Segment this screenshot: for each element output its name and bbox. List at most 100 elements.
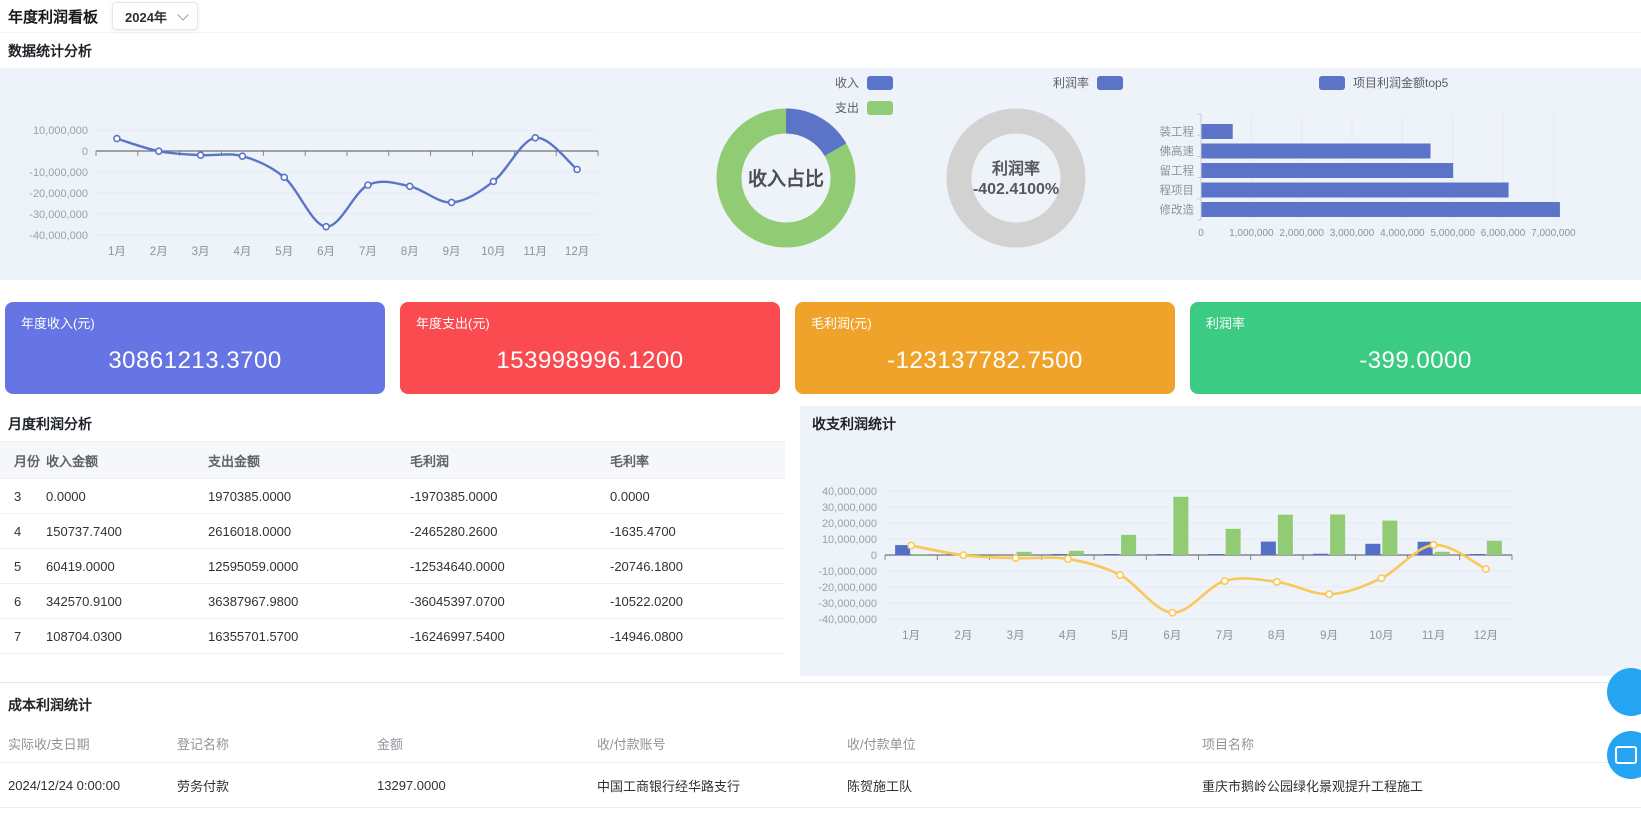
legend-label: 项目利润金额top5 (1353, 76, 1449, 90)
legend-label: 收入 (834, 76, 859, 90)
section-title-flow: 收支利润统计 (812, 416, 896, 432)
svg-text:6月: 6月 (1163, 630, 1181, 642)
table-cell: 陈贺施工队 (847, 762, 1202, 808)
table-row: 5 60419.0000 12595059.0000 -12534640.0000 -2… (0, 548, 785, 584)
project-top5-bar-chart[interactable]: 0 1,000,000 2,000,000 3,000,000 4,000,000 5,0… (1151, 68, 1621, 280)
svg-text:0: 0 (82, 146, 88, 158)
kpi-value: 30861213.3700 (108, 347, 282, 374)
table-cell: 支出金额 (208, 441, 410, 479)
table-cell: -1635.4700 (610, 513, 785, 549)
table-cell: -12534640.0000 (410, 548, 610, 584)
year-select[interactable]: 2024年 (112, 2, 198, 30)
kpi-card-profit-rate: 利润率 -399.0000 (1190, 302, 1641, 394)
table-row: 2024/12/24 0:00:00 劳务付款 13297.0000 中国工商银行经华… (0, 762, 1641, 808)
table-cell: 2024/12/24 0:00:00 (0, 762, 177, 808)
table-cell: 0.0000 (46, 478, 208, 514)
svg-text:4月: 4月 (1059, 630, 1077, 642)
legend-item-top5[interactable]: 项目利润金额top5 (1319, 74, 1448, 91)
section-title-cost: 成本利润统计 (8, 697, 92, 713)
svg-text:佛高速: 佛高速 (1160, 144, 1195, 158)
svg-text:6,000,000: 6,000,000 (1481, 228, 1526, 239)
cost-profit-section: 成本利润统计 实际收/支日期 登记名称 金额 收/付款账号 收/付款单位 项目名称 202… (0, 682, 1641, 808)
table-row: 7 108704.0300 16355701.5700 -16246997.5400-… (0, 618, 785, 654)
svg-text:收入占比: 收入占比 (748, 167, 824, 190)
svg-text:利润率: 利润率 (992, 159, 1040, 178)
table-cell: 5 (0, 548, 46, 584)
svg-text:1月: 1月 (108, 246, 126, 258)
svg-text:-30,000,000: -30,000,000 (29, 209, 88, 221)
svg-text:修改造: 修改造 (1160, 203, 1195, 217)
table-header-row: 实际收/支日期 登记名称 金额 收/付款账号 收/付款单位 项目名称 (0, 724, 1641, 763)
legend-item-profit-rate[interactable]: 利润率 (1053, 74, 1123, 91)
svg-text:4,000,000: 4,000,000 (1380, 228, 1425, 239)
kpi-label: 年度支出(元) (416, 316, 490, 331)
svg-text:2,000,000: 2,000,000 (1279, 228, 1324, 239)
kpi-value: -123137782.7500 (887, 347, 1083, 374)
kpi-card-annual-income: 年度收入(元) 30861213.3700 (5, 302, 385, 394)
legend-swatch (1319, 75, 1345, 90)
table-cell: 收/付款单位 (847, 724, 1202, 763)
section-title-monthly: 月度利润分析 (8, 416, 92, 432)
year-select-value: 2024年 (125, 9, 167, 25)
table-cell: 13297.0000 (377, 762, 597, 808)
svg-text:5月: 5月 (1111, 630, 1129, 642)
svg-text:装工程: 装工程 (1160, 126, 1195, 139)
income-expense-profit-chart[interactable]: 40,000,000 30,000,000 20,000,000 10,000,000… (800, 453, 1635, 658)
chevron-down-icon (177, 9, 189, 21)
stats-charts-row: 10,000,000 0 -10,000,000 -20,000,000 -30,000… (0, 68, 1641, 280)
svg-text:-20,000,000: -20,000,000 (818, 582, 877, 594)
flow-stats-panel: 收支利润统计 40,000,000 30,000,000 20,000,000 10,… (800, 406, 1641, 676)
svg-text:9月: 9月 (1320, 630, 1338, 642)
window-icon (1615, 746, 1637, 764)
table-cell: -20746.1800 (610, 548, 785, 584)
legend-label: 利润率 (1052, 76, 1089, 90)
float-button-top[interactable] (1607, 668, 1641, 716)
svg-text:留工程: 留工程 (1160, 165, 1195, 178)
table-cell: 3 (0, 478, 46, 514)
table-cell: 2616018.0000 (208, 513, 410, 549)
table-cell: 重庆市鹅岭公园绿化景观提升工程施工 (1202, 762, 1641, 808)
svg-text:2月: 2月 (954, 630, 972, 642)
svg-text:11月: 11月 (524, 246, 547, 258)
legend-item-income[interactable]: 收入 (835, 74, 893, 91)
table-cell: 1970385.0000 (208, 478, 410, 514)
legend-item-expense[interactable]: 支出 (835, 99, 893, 116)
income-share-donut-chart[interactable]: 收入占比 (646, 68, 901, 280)
svg-text:9月: 9月 (443, 246, 461, 258)
monthly-profit-table-scroll[interactable]: 月份 收入金额 支出金额 毛利润 毛利率 3 0.0000 1970385.0000 -197… (0, 441, 785, 654)
svg-text:0: 0 (1198, 228, 1204, 239)
svg-text:10,000,000: 10,000,000 (33, 125, 88, 137)
profit-rate-legend: 利润率 (1053, 74, 1123, 91)
kpi-value: 153998996.1200 (496, 347, 684, 374)
monthly-profit-line-chart[interactable]: 10,000,000 0 -10,000,000 -20,000,000 -30,000… (6, 68, 646, 280)
table-cell: 4 (0, 513, 46, 549)
legend-swatch (867, 100, 893, 115)
table-cell: 毛利润 (410, 441, 610, 479)
svg-text:6月: 6月 (317, 246, 335, 258)
table-cell: -36045397.0700 (410, 583, 610, 619)
table-cell: -14946.0800 (610, 618, 785, 654)
svg-text:7,000,000: 7,000,000 (1531, 228, 1576, 239)
page-header: 年度利润看板 2024年 (0, 0, 1641, 33)
table-cell: -16246997.5400 (410, 618, 610, 654)
float-button-assistant[interactable] (1607, 731, 1641, 779)
kpi-label: 利润率 (1206, 316, 1246, 331)
svg-text:5月: 5月 (275, 246, 293, 258)
profit-rate-donut-chart[interactable]: 利润率 -402.4100% (901, 68, 1151, 280)
income-share-legend: 收入 支出 (835, 74, 893, 116)
svg-text:7月: 7月 (1216, 630, 1234, 642)
svg-text:7月: 7月 (359, 246, 377, 258)
svg-text:-30,000,000: -30,000,000 (818, 598, 877, 610)
table-cell: 60419.0000 (46, 548, 208, 584)
profit-rate-chart-wrap: 利润率 利润率 -402.4100% (901, 68, 1151, 280)
section-title-stats: 数据统计分析 (8, 43, 92, 59)
table-cell: 12595059.0000 (208, 548, 410, 584)
table-row: 4 150737.7400 2616018.0000 -2465280.2600 -16… (0, 513, 785, 549)
svg-text:5,000,000: 5,000,000 (1430, 228, 1475, 239)
svg-text:-40,000,000: -40,000,000 (818, 614, 877, 626)
income-share-chart-wrap: 收入 支出 收入占比 (646, 68, 901, 280)
svg-text:10月: 10月 (481, 246, 505, 258)
table-cell: -1970385.0000 (410, 478, 610, 514)
legend-label: 支出 (834, 101, 859, 115)
kpi-label: 毛利润(元) (811, 316, 872, 331)
